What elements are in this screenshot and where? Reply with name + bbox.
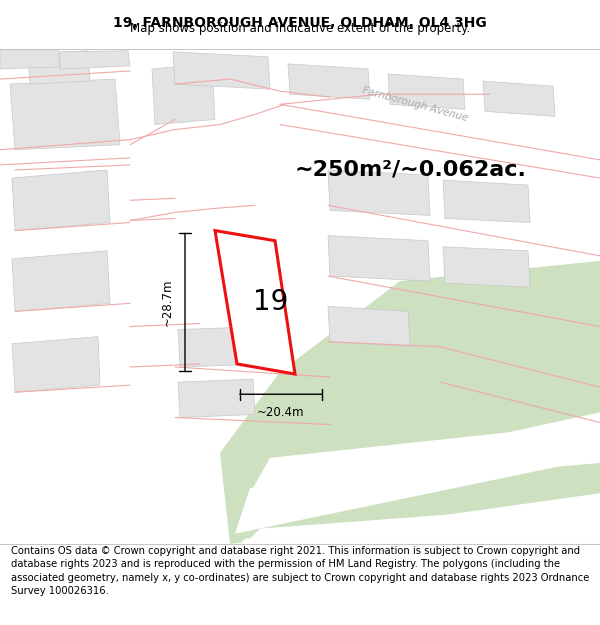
Polygon shape xyxy=(28,51,90,84)
Polygon shape xyxy=(178,379,255,418)
Text: ~250m²/~0.062ac.: ~250m²/~0.062ac. xyxy=(295,160,527,180)
Polygon shape xyxy=(443,247,530,287)
Polygon shape xyxy=(235,412,600,534)
Polygon shape xyxy=(178,326,265,367)
Polygon shape xyxy=(328,236,430,281)
Polygon shape xyxy=(12,251,110,311)
Polygon shape xyxy=(173,52,270,89)
Text: 19, FARNBOROUGH AVENUE, OLDHAM, OL4 3HG: 19, FARNBOROUGH AVENUE, OLDHAM, OL4 3HG xyxy=(113,16,487,29)
Polygon shape xyxy=(230,291,600,544)
Text: 19: 19 xyxy=(253,288,288,316)
Polygon shape xyxy=(250,422,600,493)
Text: Contains OS data © Crown copyright and database right 2021. This information is : Contains OS data © Crown copyright and d… xyxy=(11,546,589,596)
Polygon shape xyxy=(60,51,130,69)
Text: Map shows position and indicative extent of the property.: Map shows position and indicative extent… xyxy=(130,22,470,35)
Text: ~28.7m: ~28.7m xyxy=(161,279,173,326)
Polygon shape xyxy=(388,74,465,109)
Polygon shape xyxy=(240,493,600,544)
Text: ~20.4m: ~20.4m xyxy=(257,406,305,419)
Polygon shape xyxy=(230,508,600,544)
Polygon shape xyxy=(483,81,555,116)
Polygon shape xyxy=(328,170,430,216)
Polygon shape xyxy=(12,337,100,392)
Polygon shape xyxy=(245,503,600,544)
Text: Farnborough Avenue: Farnborough Avenue xyxy=(361,86,469,123)
Polygon shape xyxy=(10,79,120,150)
Polygon shape xyxy=(288,64,370,99)
Polygon shape xyxy=(100,49,250,221)
Polygon shape xyxy=(152,64,215,124)
Polygon shape xyxy=(220,261,600,544)
Polygon shape xyxy=(0,49,60,69)
Polygon shape xyxy=(215,231,295,374)
Polygon shape xyxy=(12,170,110,231)
Polygon shape xyxy=(443,180,530,222)
Polygon shape xyxy=(328,306,410,347)
